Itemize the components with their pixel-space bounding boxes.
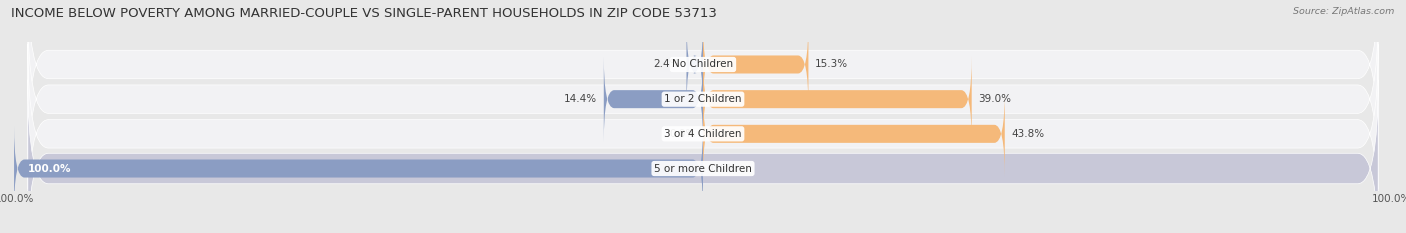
Text: 14.4%: 14.4% — [564, 94, 598, 104]
FancyBboxPatch shape — [28, 80, 1378, 233]
Text: 2.4%: 2.4% — [652, 59, 679, 69]
FancyBboxPatch shape — [686, 21, 703, 107]
Text: 1 or 2 Children: 1 or 2 Children — [664, 94, 742, 104]
FancyBboxPatch shape — [703, 56, 972, 142]
Text: 0.0%: 0.0% — [669, 129, 696, 139]
FancyBboxPatch shape — [28, 0, 1378, 154]
FancyBboxPatch shape — [28, 9, 1378, 189]
Text: 15.3%: 15.3% — [815, 59, 848, 69]
FancyBboxPatch shape — [603, 56, 703, 142]
Text: No Children: No Children — [672, 59, 734, 69]
Text: Source: ZipAtlas.com: Source: ZipAtlas.com — [1294, 7, 1395, 16]
FancyBboxPatch shape — [14, 126, 703, 212]
Text: 100.0%: 100.0% — [28, 164, 72, 174]
Text: 43.8%: 43.8% — [1012, 129, 1045, 139]
FancyBboxPatch shape — [28, 44, 1378, 224]
FancyBboxPatch shape — [703, 21, 808, 107]
FancyBboxPatch shape — [703, 91, 1005, 177]
Text: 3 or 4 Children: 3 or 4 Children — [664, 129, 742, 139]
Text: 0.0%: 0.0% — [710, 164, 737, 174]
Text: 39.0%: 39.0% — [979, 94, 1011, 104]
Text: 5 or more Children: 5 or more Children — [654, 164, 752, 174]
Text: INCOME BELOW POVERTY AMONG MARRIED-COUPLE VS SINGLE-PARENT HOUSEHOLDS IN ZIP COD: INCOME BELOW POVERTY AMONG MARRIED-COUPL… — [11, 7, 717, 20]
